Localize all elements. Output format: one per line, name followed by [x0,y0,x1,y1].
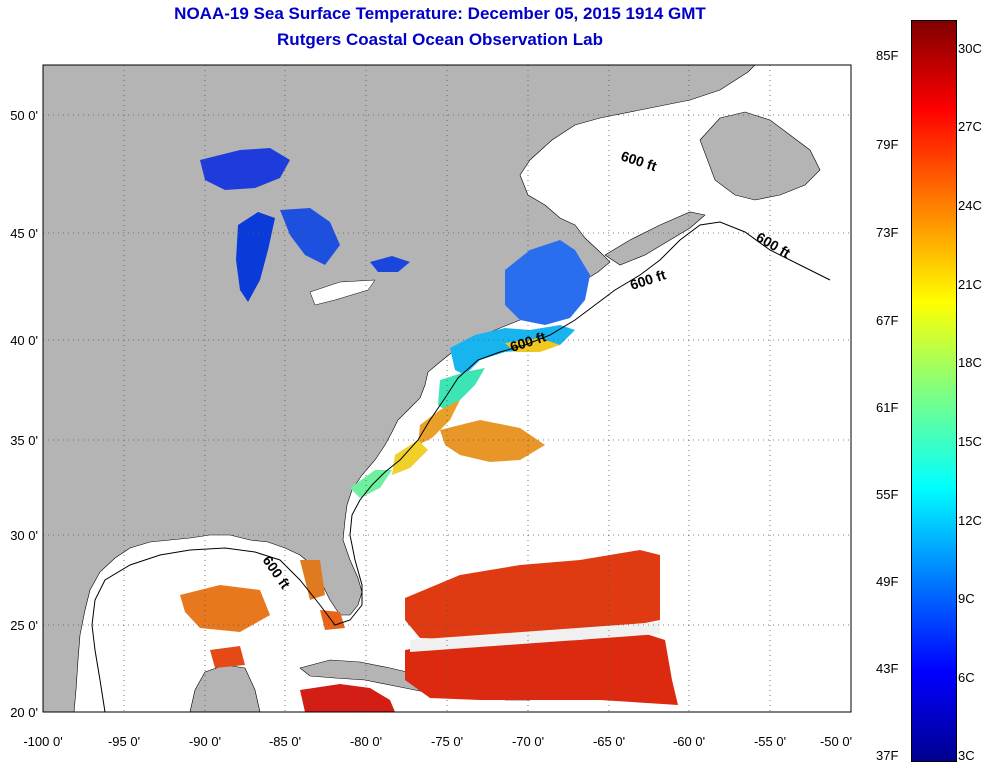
sst-map: 600 ft 600 ft 600 ft 600 ft 600 ft [42,64,852,713]
map-subtitle: Rutgers Coastal Ocean Observation Lab [277,30,603,49]
colorbar-f-43: 43F [876,661,899,676]
600ft-contour-line [91,221,831,713]
colorbar-c-27: 27C [958,119,982,134]
land-yucatan [189,664,261,713]
lon-label-100: -100 0' [23,734,63,749]
lat-label-35: 35 0' [10,433,38,448]
colorbar-c-21: 21C [958,277,982,292]
colorbar-c-30: 30C [958,41,982,56]
colorbar-f-79: 79F [876,137,899,152]
lat-label-45: 45 0' [10,226,38,241]
lon-label-90: -90 0' [188,734,222,749]
map-title: NOAA-19 Sea Surface Temperature: Decembe… [174,4,706,23]
colorbar-c-18: 18C [958,355,982,370]
colorbar-f-67: 67F [876,313,899,328]
colorbar-c-3: 3C [958,748,975,763]
land-newfoundland [699,111,821,201]
lat-label-25: 25 0' [10,618,38,633]
colorbar-f-73: 73F [876,225,899,240]
colorbar-c-24: 24C [958,198,982,213]
temperature-colorbar [911,20,957,762]
lon-label-95: -95 0' [107,734,141,749]
lon-label-65: -65 0' [592,734,626,749]
colorbar-f-85: 85F [876,48,899,63]
colorbar-c-6: 6C [958,670,975,685]
lat-label-50: 50 0' [10,108,38,123]
lon-label-60: -60 0' [672,734,706,749]
lon-label-50: -50 0' [819,734,853,749]
lat-label-30: 30 0' [10,528,38,543]
colorbar-c-12: 12C [958,513,982,528]
lon-label-70: -70 0' [511,734,545,749]
lat-label-20: 20 0' [10,705,38,720]
colorbar-f-49: 49F [876,574,899,589]
colorbar-c-9: 9C [958,591,975,606]
lon-label-55: -55 0' [753,734,787,749]
sst-offshore [180,420,678,712]
colorbar-f-55: 55F [876,487,899,502]
land-nova-scotia [604,211,706,266]
colorbar-c-15: 15C [958,434,982,449]
lat-label-40: 40 0' [10,333,38,348]
colorbar-f-61: 61F [876,400,899,415]
lon-label-85: -85 0' [268,734,302,749]
lon-label-75: -75 0' [430,734,464,749]
colorbar-f-37: 37F [876,748,899,763]
great-lakes [200,148,410,306]
land-north-america [42,64,756,713]
lon-label-80: -80 0' [349,734,383,749]
